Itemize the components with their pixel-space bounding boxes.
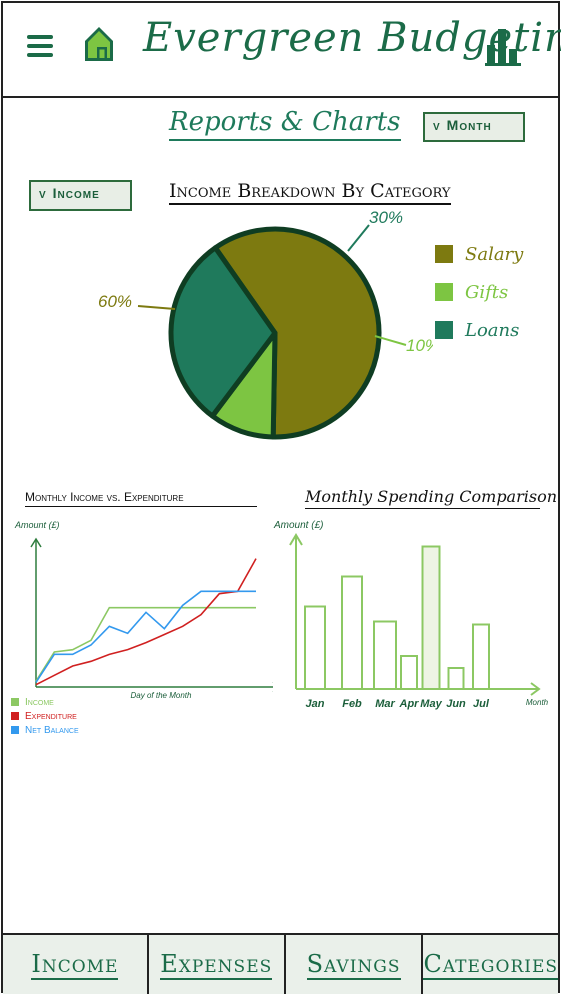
bar-apr bbox=[400, 655, 418, 690]
legend-swatch-gifts bbox=[435, 283, 453, 301]
pie-leader-line-loans bbox=[347, 224, 370, 252]
bar-jun bbox=[447, 667, 465, 690]
legend-item-income: Income bbox=[11, 695, 79, 709]
bar-jan bbox=[304, 605, 326, 690]
legend-label-net-balance: Net Balance bbox=[25, 724, 79, 736]
category-dropdown-label: Income bbox=[52, 185, 100, 201]
bottom-nav: Income Expenses Savings Categories bbox=[3, 933, 559, 994]
bar-tick-label-jun: Jun bbox=[446, 698, 466, 710]
line-series-net-balance bbox=[35, 590, 256, 683]
legend-label-expenditure: Expenditure bbox=[25, 710, 77, 722]
legend-swatch-expenditure bbox=[11, 712, 19, 720]
bar-chart-x-label: Month bbox=[526, 698, 549, 707]
home-icon[interactable] bbox=[83, 25, 115, 63]
nav-expenses[interactable]: Expenses bbox=[148, 935, 286, 994]
nav-income[interactable]: Income bbox=[3, 935, 149, 994]
period-dropdown[interactable]: v Month bbox=[423, 112, 525, 142]
nav-savings-label: Savings bbox=[306, 950, 401, 980]
pie-value-label-loans: 30% bbox=[369, 208, 403, 227]
legend-item-net-balance: Net Balance bbox=[11, 723, 79, 737]
line-chart-legend: Income Expenditure Net Balance bbox=[11, 695, 79, 737]
pie-slice-salary bbox=[212, 226, 382, 440]
legend-item-expenditure: Expenditure bbox=[11, 709, 79, 723]
bar-may bbox=[421, 545, 441, 690]
legend-swatch-income bbox=[11, 698, 19, 706]
pie-slice-loans bbox=[168, 245, 278, 419]
pie-leader-line-salary bbox=[137, 305, 176, 310]
chevron-down-icon: v bbox=[433, 117, 441, 133]
income-pie-chart: 60% 10% 30% bbox=[98, 208, 433, 440]
nav-income-label: Income bbox=[31, 950, 119, 980]
bar-tick-label-apr: Apr bbox=[399, 698, 420, 710]
pie-legend: Salary Gifts Loans bbox=[435, 235, 523, 349]
legend-label-loans: Loans bbox=[465, 319, 520, 341]
bar-tick-label-may: May bbox=[420, 698, 442, 710]
income-expenditure-line-chart: Amount (£) Day of the Month bbox=[14, 520, 273, 700]
bar-tick-label-feb: Feb bbox=[342, 698, 362, 710]
nav-expenses-label: Expenses bbox=[160, 950, 273, 980]
nav-categories[interactable]: Categories bbox=[423, 935, 559, 994]
legend-swatch-net-balance bbox=[11, 726, 19, 734]
bar-jul bbox=[472, 623, 490, 690]
pie-value-label-gifts: 10% bbox=[406, 336, 433, 355]
period-dropdown-label: Month bbox=[446, 117, 492, 133]
bar-tick-label-mar: Mar bbox=[375, 698, 395, 710]
bar-tick-label-jan: Jan bbox=[306, 698, 325, 710]
line-chart-y-arrow bbox=[30, 537, 42, 548]
bar-chart-icon[interactable] bbox=[485, 25, 521, 67]
chevron-down-icon: v bbox=[39, 185, 47, 201]
line-chart-title: Monthly Income vs. Expenditure bbox=[25, 490, 257, 507]
nav-savings[interactable]: Savings bbox=[285, 935, 424, 994]
bar-chart-title: Monthly Spending Comparison bbox=[305, 487, 557, 509]
line-series-income bbox=[35, 606, 256, 682]
menu-icon[interactable] bbox=[27, 35, 53, 61]
page-title: Reports & Charts bbox=[169, 107, 401, 141]
bar-mar bbox=[373, 620, 397, 690]
nav-categories-label: Categories bbox=[423, 950, 559, 980]
line-series-expenditure bbox=[35, 558, 257, 686]
pie-chart-title: Income Breakdown By Category bbox=[169, 180, 451, 205]
header: Evergreen Budgeting bbox=[3, 3, 561, 98]
bar-chart-x-arrow bbox=[530, 682, 541, 696]
legend-label-salary: Salary bbox=[465, 243, 524, 265]
monthly-spending-bar-chart: Amount (£) Month Jan Feb Mar Apr May Jun Jul bbox=[273, 520, 549, 710]
pie-value-label-salary: 60% bbox=[98, 292, 132, 311]
line-chart-y-label: Amount (£) bbox=[14, 520, 60, 530]
bar-chart-y-arrow bbox=[289, 533, 303, 546]
line-chart-x-label: Day of the Month bbox=[131, 691, 192, 700]
legend-item-loans: Loans bbox=[435, 311, 523, 349]
legend-label-income: Income bbox=[25, 696, 54, 708]
bar-feb bbox=[341, 575, 363, 690]
legend-swatch-loans bbox=[435, 321, 453, 339]
legend-label-gifts: Gifts bbox=[465, 281, 509, 303]
legend-item-gifts: Gifts bbox=[435, 273, 523, 311]
bar-tick-label-jul: Jul bbox=[473, 698, 490, 710]
legend-item-salary: Salary bbox=[435, 235, 523, 273]
legend-swatch-salary bbox=[435, 245, 453, 263]
bar-chart-y-label: Amount (£) bbox=[273, 520, 323, 531]
pie-leader-line-gifts bbox=[374, 335, 407, 346]
category-dropdown[interactable]: v Income bbox=[29, 180, 132, 211]
